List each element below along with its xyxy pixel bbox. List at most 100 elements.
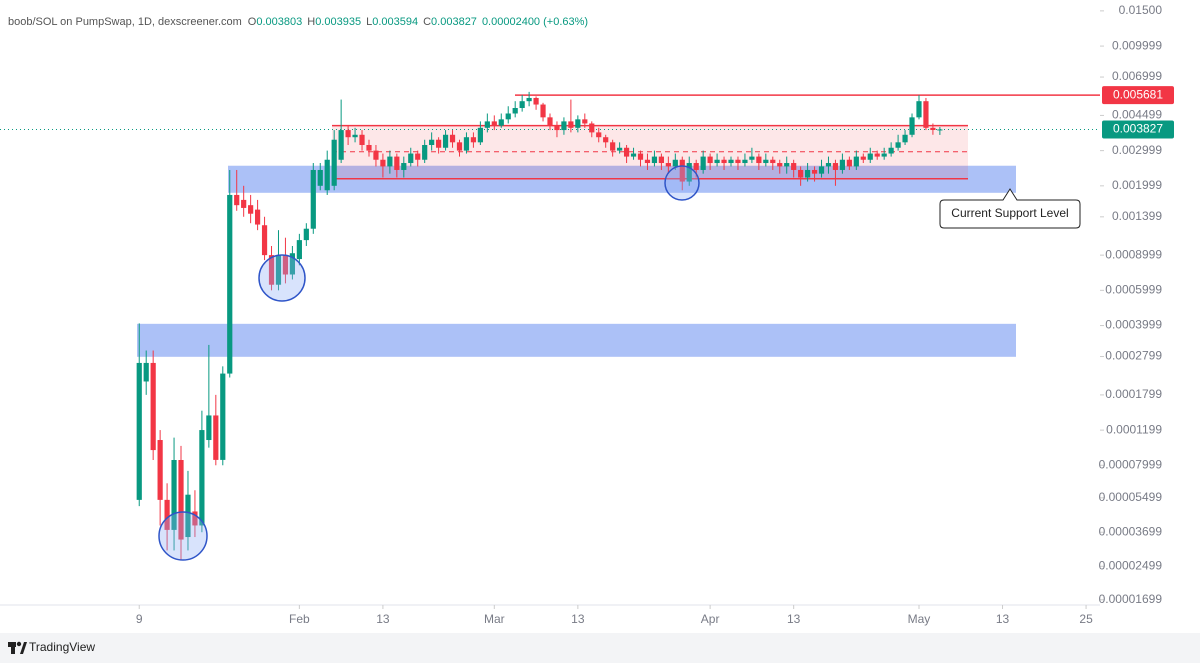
candle-body: [366, 144, 372, 151]
header-field-value: 0.003827: [431, 16, 477, 28]
x-tick-label: Apr: [701, 612, 720, 626]
y-tick-label: 0.00001699: [1099, 592, 1163, 606]
candle-body: [853, 156, 859, 167]
candle-body: [630, 153, 637, 157]
header-change: 0.00002400 (+0.63%): [482, 16, 588, 28]
highlight-circle: [258, 254, 306, 302]
y-tick-label: 0.0008999: [1105, 247, 1162, 261]
candle-body: [568, 121, 574, 128]
candle-body: [777, 163, 783, 167]
candle-body: [798, 169, 804, 178]
candle-body: [658, 156, 664, 164]
price-tag: [1102, 86, 1174, 105]
candle-body: [150, 362, 156, 451]
candle-body: [902, 134, 908, 143]
candle-body: [665, 163, 671, 167]
candle-body: [192, 511, 198, 526]
candle-body: [470, 137, 477, 143]
candle-body: [185, 494, 191, 538]
candle-body: [136, 362, 142, 500]
candle-body: [261, 225, 268, 256]
candle-body: [540, 104, 546, 118]
candle-body: [804, 169, 811, 178]
annotation: Current Support Level: [951, 206, 1068, 220]
candle-body: [575, 119, 581, 128]
header-field-label: C: [423, 16, 431, 28]
y-tick-label: 0.009999: [1112, 38, 1162, 52]
candle-body: [832, 163, 839, 170]
x-tick-label: Feb: [289, 612, 310, 626]
header: boob/SOL on PumpSwap, 1D, dexscreener.co…: [8, 16, 588, 28]
candle-body: [143, 362, 149, 382]
candle-body: [512, 108, 518, 114]
candle-body: [637, 153, 644, 160]
candle-body: [282, 255, 289, 275]
price-tag-label: 0.005681: [1113, 87, 1163, 101]
logo-part: [16, 641, 22, 647]
candle-body: [422, 144, 428, 160]
candle-body: [408, 153, 414, 164]
candle-body: [387, 156, 393, 167]
y-tick-label: 0.0001799: [1105, 387, 1162, 401]
candle-body: [171, 460, 177, 530]
candle-body: [784, 163, 790, 167]
candle-body: [394, 156, 400, 170]
candle-body: [839, 159, 846, 170]
candle-body: [289, 253, 296, 275]
y-tick-label: 0.002999: [1112, 143, 1162, 157]
candle-body: [317, 169, 323, 186]
y-tick-label: 0.00002499: [1099, 558, 1163, 572]
support-zone: [137, 323, 1016, 357]
candle-body: [895, 142, 901, 148]
y-tick-label: 0.0005999: [1105, 283, 1162, 297]
candle-body: [345, 130, 351, 138]
candle-body: [220, 373, 226, 460]
candle-body: [401, 163, 407, 170]
logo-part: [20, 642, 27, 654]
candle-body: [248, 205, 254, 214]
candle-body: [770, 159, 776, 164]
candle-body: [763, 159, 769, 164]
annotation-box: [939, 188, 1081, 229]
candle-body: [937, 129, 943, 131]
x-tick-label: Mar: [484, 612, 505, 626]
candle-body: [449, 134, 456, 143]
y-tick-label: 0.00007999: [1099, 457, 1163, 471]
header-field-label: H: [307, 16, 315, 28]
candle-body: [818, 166, 825, 174]
candle-body: [456, 142, 463, 151]
candle-body: [213, 415, 219, 460]
candle-body: [380, 159, 386, 167]
header-field-value: 0.003594: [372, 16, 418, 28]
candle-body: [811, 169, 818, 174]
candle-body: [498, 119, 504, 126]
candle-body: [415, 153, 421, 160]
header-field-value: 0.003935: [315, 16, 361, 28]
candle-body: [275, 255, 282, 285]
candle-body: [533, 97, 539, 105]
candle-body: [463, 137, 470, 151]
candle-body: [791, 163, 797, 170]
candle-body: [442, 134, 449, 148]
candle-body: [519, 101, 525, 109]
candle-body: [338, 130, 344, 160]
candle-body: [199, 430, 205, 526]
header-symbol: boob/SOL on PumpSwap, 1D, dexscreener.co…: [8, 16, 242, 28]
candle-body: [227, 194, 233, 374]
candle-body: [310, 169, 316, 229]
y-tick-label: 0.006999: [1112, 69, 1162, 83]
candle-body: [610, 142, 616, 151]
candle-body: [477, 127, 483, 143]
candle-body: [735, 159, 741, 164]
x-tick-label: 13: [571, 612, 585, 626]
highlight-circle: [664, 165, 700, 201]
candle-body: [526, 97, 532, 102]
candle-body: [491, 121, 497, 126]
candle-body: [846, 159, 852, 167]
x-tick-label: 9: [136, 612, 143, 626]
candle-body: [436, 139, 442, 148]
candle-body: [672, 159, 678, 167]
candle-body: [909, 117, 915, 135]
candle-body: [157, 440, 163, 500]
